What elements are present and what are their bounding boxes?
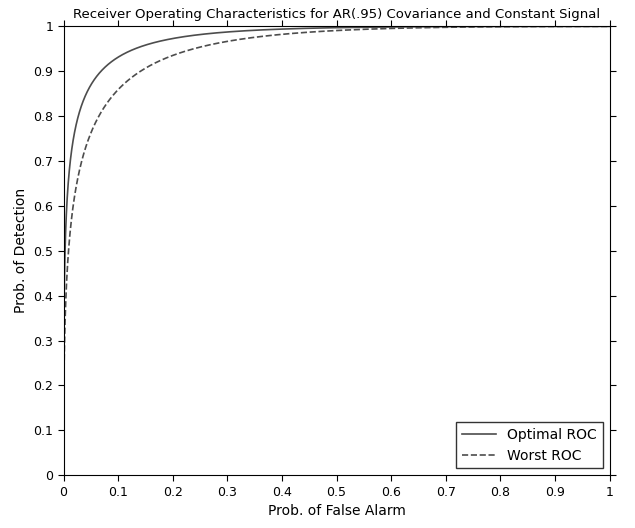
Optimal ROC [97,69,104,75]
Worst ROC [389,25,396,32]
Worst ROC [97,110,104,116]
Optimal ROC [465,23,472,30]
Worst ROC [465,24,472,30]
Title: Receiver Operating Characteristics for AR(.95) Covariance and Constant Signal: Receiver Operating Characteristics for A… [73,8,600,21]
Worst ROC [356,26,364,33]
Optimal ROC [606,23,613,30]
Optimal ROC [60,472,67,478]
Line: Worst ROC: Worst ROC [64,26,610,475]
Worst ROC [191,45,199,52]
Worst ROC [269,32,276,39]
Optimal ROC [356,24,364,31]
Optimal ROC [269,26,276,33]
Worst ROC [60,472,67,478]
Line: Optimal ROC: Optimal ROC [64,26,610,475]
Worst ROC [606,23,613,30]
Y-axis label: Prob. of Detection: Prob. of Detection [13,188,27,313]
Optimal ROC [389,24,396,30]
Legend: Optimal ROC, Worst ROC: Optimal ROC, Worst ROC [456,422,603,468]
Optimal ROC [191,32,199,39]
X-axis label: Prob. of False Alarm: Prob. of False Alarm [267,504,406,518]
